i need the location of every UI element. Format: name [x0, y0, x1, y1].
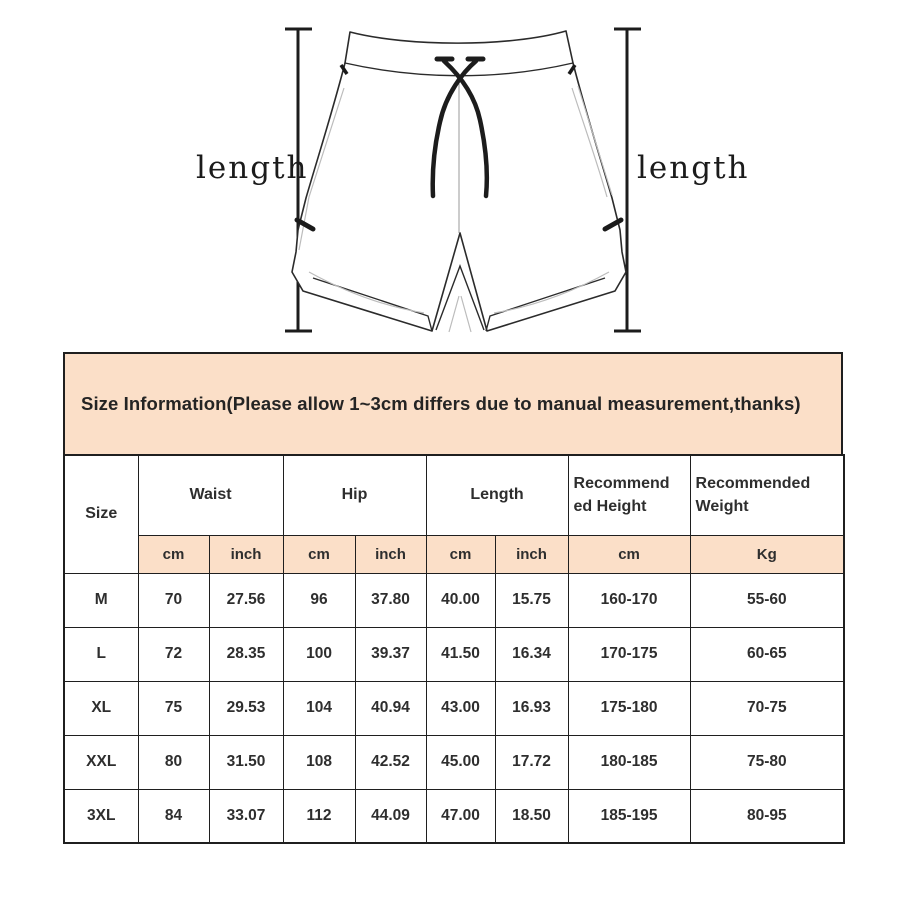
table-cell: 80 [137, 734, 210, 790]
unit-header-waist-inch: inch [208, 534, 284, 574]
table-cell: 60-65 [689, 626, 845, 682]
shorts-size-diagram: length length [0, 0, 900, 350]
size-cell: L [63, 626, 139, 682]
table-cell: 37.80 [354, 572, 427, 628]
table-cell: 45.00 [425, 734, 496, 790]
table-cell: 29.53 [208, 680, 284, 736]
table-cell: 18.50 [494, 788, 569, 844]
col-header-waist: Waist [137, 454, 284, 536]
table-row-m: M 70 27.56 96 37.80 40.00 15.75 160-170 … [63, 572, 845, 628]
table-cell: 47.00 [425, 788, 496, 844]
unit-header-hip-cm: cm [282, 534, 356, 574]
col-header-hip: Hip [282, 454, 427, 536]
table-cell: 44.09 [354, 788, 427, 844]
size-information-banner: Size Information(Please allow 1~3cm diff… [63, 352, 843, 456]
table-cell: 31.50 [208, 734, 284, 790]
size-cell: 3XL [63, 788, 139, 844]
drawstring [430, 56, 490, 199]
table-cell: 27.56 [208, 572, 284, 628]
table-cell: 28.35 [208, 626, 284, 682]
table-cell: 55-60 [689, 572, 845, 628]
table-cell: 96 [282, 572, 356, 628]
size-cell: XXL [63, 734, 139, 790]
size-information-text: Size Information(Please allow 1~3cm diff… [81, 393, 801, 414]
table-cell: 16.34 [494, 626, 569, 682]
table-cell: 16.93 [494, 680, 569, 736]
table-cell: 75 [137, 680, 210, 736]
size-cell: M [63, 572, 139, 628]
table-cell: 108 [282, 734, 356, 790]
table-cell: 80-95 [689, 788, 845, 844]
shorts-line-drawing [285, 27, 641, 333]
shorts-outline [291, 30, 627, 332]
table-cell: 39.37 [354, 626, 427, 682]
unit-header-height-cm: cm [567, 534, 691, 574]
table-cell: 17.72 [494, 734, 569, 790]
col-header-size: Size [63, 454, 139, 574]
table-row-xxl: XXL 80 31.50 108 42.52 45.00 17.72 180-1… [63, 734, 845, 790]
table-cell: 33.07 [208, 788, 284, 844]
length-label-right: length [637, 150, 750, 186]
col-header-recommended-weight: Recommended Weight [689, 454, 845, 536]
table-cell: 70 [137, 572, 210, 628]
table-cell: 41.50 [425, 626, 496, 682]
unit-header-waist-cm: cm [137, 534, 210, 574]
col-header-length: Length [425, 454, 569, 536]
table-row-xl: XL 75 29.53 104 40.94 43.00 16.93 175-18… [63, 680, 845, 736]
unit-header-hip-inch: inch [354, 534, 427, 574]
unit-header-length-cm: cm [425, 534, 496, 574]
table-cell: 170-175 [567, 626, 691, 682]
table-cell: 40.94 [354, 680, 427, 736]
unit-header-length-inch: inch [494, 534, 569, 574]
table-cell: 100 [282, 626, 356, 682]
table-cell: 160-170 [567, 572, 691, 628]
unit-header-row: cm inch cm inch cm inch cm Kg [64, 534, 845, 574]
table-cell: 185-195 [567, 788, 691, 844]
length-dimension-line-right [614, 27, 641, 333]
table-cell: 75-80 [689, 734, 845, 790]
table-cell: 72 [137, 626, 210, 682]
col-header-recommended-height: Recommend ed Height [567, 454, 691, 536]
table-cell: 43.00 [425, 680, 496, 736]
side-accent-ticks [294, 217, 624, 232]
pocket-marks [339, 64, 577, 75]
table-row-l: L 72 28.35 100 39.37 41.50 16.34 170-175… [63, 626, 845, 682]
table-cell: 84 [137, 788, 210, 844]
table-cell: 15.75 [494, 572, 569, 628]
table-cell: 42.52 [354, 734, 427, 790]
unit-header-weight-kg: Kg [689, 534, 845, 574]
table-cell: 175-180 [567, 680, 691, 736]
table-cell: 104 [282, 680, 356, 736]
table-cell: 70-75 [689, 680, 845, 736]
length-label-left: length [196, 150, 309, 186]
table-cell: 180-185 [567, 734, 691, 790]
table-cell: 112 [282, 788, 356, 844]
table-cell: 40.00 [425, 572, 496, 628]
size-cell: XL [63, 680, 139, 736]
table-row-3xl: 3XL 84 33.07 112 44.09 47.00 18.50 185-1… [63, 788, 845, 844]
liner-panel-lines [298, 85, 613, 333]
size-chart-table: Size Waist Hip Length Recommend ed Heigh… [63, 454, 846, 844]
